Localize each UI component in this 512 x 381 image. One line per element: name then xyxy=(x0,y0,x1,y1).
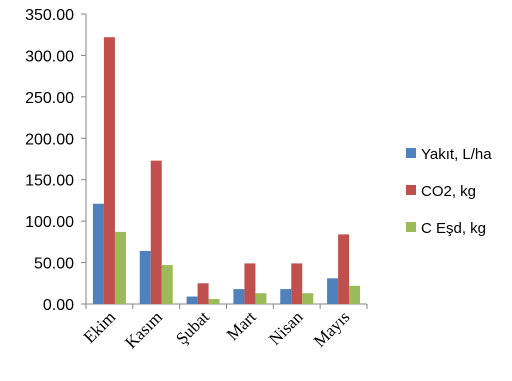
bars xyxy=(92,37,361,304)
bar-1-3 xyxy=(244,263,256,304)
x-tick-label: Mart xyxy=(223,307,260,344)
x-axis: Ekim Kasım Şubat Mart Nisan Mayıs xyxy=(80,303,368,352)
bar-0-0 xyxy=(92,203,104,304)
legend: Yakıt, L/ha CO2, kg C Eşd, kg xyxy=(406,146,492,237)
x-tick-label: Mayıs xyxy=(310,307,353,350)
legend-label-2: C Eşd, kg xyxy=(421,220,486,237)
y-tick-label: 150.00 xyxy=(25,173,74,190)
bar-1-4 xyxy=(291,263,303,304)
bar-1-0 xyxy=(103,37,115,304)
y-tick-label: 100.00 xyxy=(25,214,74,231)
y-tick-label: 350.00 xyxy=(25,7,74,24)
bar-2-5 xyxy=(349,285,361,304)
bar-0-1 xyxy=(139,250,151,304)
y-tick-label: 200.00 xyxy=(25,131,74,148)
bar-0-2 xyxy=(186,296,198,304)
bar-2-2 xyxy=(208,299,220,304)
bar-2-0 xyxy=(114,231,126,304)
x-tick-label: Nisan xyxy=(265,307,307,349)
bar-2-4 xyxy=(302,293,314,304)
bar-1-1 xyxy=(150,160,162,304)
legend-label-0: Yakıt, L/ha xyxy=(421,146,492,163)
bar-1-5 xyxy=(338,234,350,304)
legend-swatch-1 xyxy=(406,185,416,195)
bar-1-2 xyxy=(197,283,209,304)
bar-2-1 xyxy=(161,265,173,304)
x-tick-label: Kasım xyxy=(121,307,166,352)
y-axis: 0.00 50.00 100.00 150.00 200.00 250.00 300.00 3… xyxy=(25,7,87,314)
x-tick-label: Şubat xyxy=(172,307,213,348)
bar-0-3 xyxy=(233,289,245,304)
legend-swatch-2 xyxy=(406,222,416,232)
y-tick-label: 0.00 xyxy=(43,297,74,314)
legend-swatch-0 xyxy=(406,148,416,158)
bar-2-3 xyxy=(255,293,267,304)
legend-label-1: CO2, kg xyxy=(421,183,476,200)
bar-0-5 xyxy=(327,278,339,304)
y-tick-label: 300.00 xyxy=(25,48,74,65)
y-tick-label: 250.00 xyxy=(25,90,74,107)
x-tick-label: Ekim xyxy=(80,307,119,346)
bar-0-4 xyxy=(280,289,292,304)
y-tick-label: 50.00 xyxy=(34,256,74,273)
